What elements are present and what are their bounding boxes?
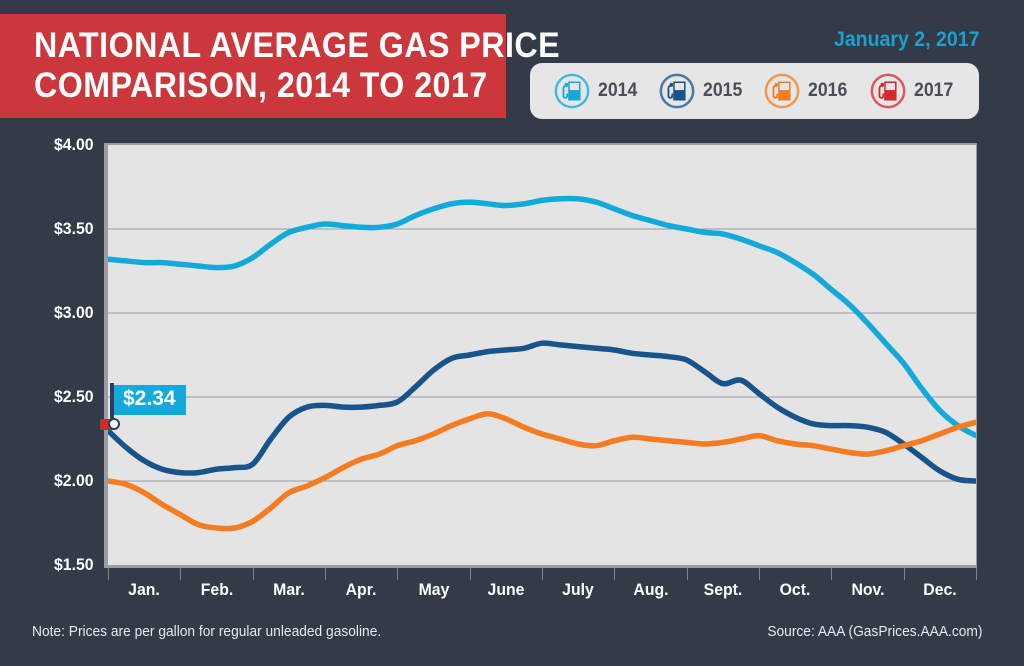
series-line-2014	[108, 195, 976, 439]
data-point-marker	[108, 417, 120, 430]
legend-label-2016: 2016	[808, 80, 848, 101]
x-axis-tick-0	[108, 568, 109, 580]
gas-pump-icon	[554, 73, 590, 109]
x-axis-tick-10	[831, 568, 833, 580]
x-axis-tick-8	[686, 568, 688, 580]
x-axis-tick-3	[325, 568, 326, 580]
x-axis-tick-2	[252, 568, 254, 580]
note-text: Note: Prices are per gallon for regular …	[32, 624, 382, 640]
y-axis-label-4: $3.50	[54, 219, 94, 238]
legend-item-2015[interactable]: 2015	[651, 72, 752, 110]
x-axis-label-apr: Apr.	[345, 580, 377, 599]
chart-legend: 2014 2015 2016 2017	[529, 63, 979, 119]
x-axis-tick-4	[397, 568, 399, 580]
x-axis-label-nov: Nov.	[850, 580, 885, 599]
y-axis-label-5: $4.00	[54, 135, 94, 154]
x-axis-label-aug: Aug.	[632, 580, 669, 599]
title-banner: NATIONAL AVERAGE GAS PRICE COMPARISON, 2…	[0, 14, 561, 118]
x-axis-label-dec: Dec.	[923, 580, 957, 599]
legend-item-2014[interactable]: 2014	[546, 72, 647, 110]
series-lines	[108, 195, 976, 532]
source-text: Source: AAA (GasPrices.AAA.com)	[766, 624, 982, 640]
x-axis-label-feb: Feb.	[200, 580, 233, 599]
page-title-line-2: COMPARISON, 2014 TO 2017	[34, 66, 488, 105]
gas-pump-icon	[765, 73, 800, 109]
callout-pole	[110, 383, 114, 424]
x-axis-tick-11	[903, 568, 905, 580]
series-line-2015	[108, 340, 976, 484]
x-axis-label-june: June	[487, 580, 525, 599]
x-axis-label-jan: Jan.	[128, 580, 160, 599]
series-line-2016	[108, 411, 976, 532]
y-axis-label-3: $3.00	[54, 303, 94, 322]
x-axis-tick-9	[759, 568, 760, 580]
plot-area	[108, 145, 976, 565]
x-axis-tick-6	[542, 568, 543, 580]
y-axis-label-2: $2.50	[54, 387, 94, 406]
x-axis-label-may: May	[418, 580, 449, 599]
gas-pump-icon	[659, 73, 695, 109]
legend-label-2015: 2015	[703, 80, 743, 101]
x-axis-tick-5	[469, 568, 471, 580]
y-axis-label-0: $1.50	[54, 555, 94, 574]
gas-pump-icon	[870, 73, 906, 109]
marker-2017-stub	[100, 418, 114, 430]
x-axis-label-sept: Sept.	[703, 580, 743, 599]
x-axis-label-july: July	[562, 580, 594, 599]
date-label: January 2, 2017	[833, 28, 979, 51]
legend-label-2017: 2017	[913, 80, 954, 101]
gridlines	[108, 228, 976, 482]
legend-label-2014: 2014	[597, 80, 638, 101]
callout-flag: $2.34	[114, 385, 186, 415]
y-axis-label-1: $2.00	[54, 471, 94, 490]
x-axis-label-oct: Oct.	[779, 580, 811, 599]
x-axis-tick-1	[180, 568, 182, 580]
x-axis-tick-12	[976, 568, 977, 580]
page-title-line-1: NATIONAL AVERAGE GAS PRICE	[34, 26, 561, 65]
x-axis-tick-7	[614, 568, 616, 580]
legend-item-2016[interactable]: 2016	[756, 72, 857, 110]
legend-item-2017[interactable]: 2017	[862, 72, 963, 110]
x-axis-label-mar: Mar.	[273, 580, 305, 599]
